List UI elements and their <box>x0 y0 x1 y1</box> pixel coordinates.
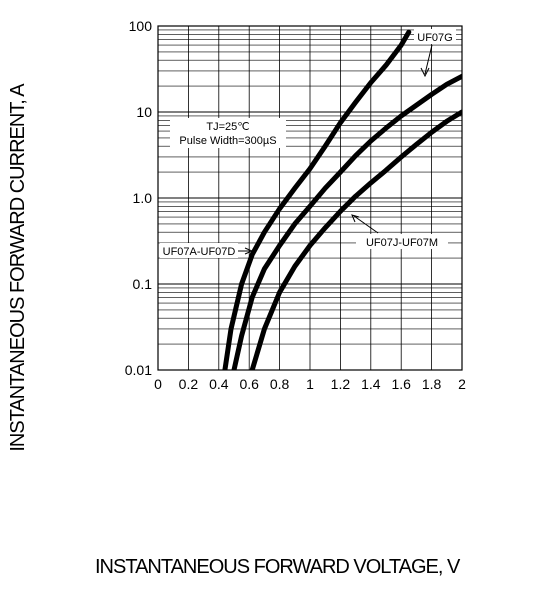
pulse-width-condition: Pulse Width=300µS <box>179 135 276 147</box>
x-tick-label: 2 <box>458 376 466 392</box>
series-label-uf07g: UF07G <box>414 29 456 44</box>
y-axis-label: INSTANTANEOUS FORWARD CURRENT, A <box>7 83 29 452</box>
y-tick-label: 100 <box>129 18 153 34</box>
annotation-arrows <box>238 44 433 255</box>
y-tick-label: 10 <box>136 104 152 120</box>
conditions-box: TJ=25℃ Pulse Width=300µS <box>170 118 286 148</box>
x-tick-label: 0.6 <box>239 376 259 392</box>
y-tick-label: 1.0 <box>133 190 153 206</box>
series-line-uf07g <box>231 73 462 370</box>
x-tick-label: 1.8 <box>422 376 442 392</box>
x-tick-label: 0.8 <box>270 376 290 392</box>
x-axis-label: INSTANTANEOUS FORWARD VOLTAGE, V <box>95 556 460 578</box>
plot-frame <box>157 25 463 371</box>
x-tick-label: 1 <box>306 376 314 392</box>
label-uf07g: UF07G <box>417 32 452 44</box>
series-label-uf07a-uf07d: UF07A-UF07D <box>160 243 238 258</box>
x-tick-label: 0 <box>154 376 162 392</box>
x-tick-label: 1.2 <box>331 376 351 392</box>
label-uf07j-uf07m: UF07J-UF07M <box>366 237 438 249</box>
series-group <box>222 29 462 370</box>
y-tick-label: 0.01 <box>125 362 152 378</box>
y-tick-label: 0.1 <box>133 276 153 292</box>
x-tick-label: 0.4 <box>209 376 229 392</box>
series-line-uf07a-uf07d <box>222 29 412 370</box>
label-uf07a-uf07d: UF07A-UF07D <box>163 246 236 258</box>
temperature-condition: TJ=25℃ <box>206 121 249 133</box>
x-tick-label: 0.2 <box>179 376 199 392</box>
series-label-uf07j-uf07m: UF07J-UF07M <box>356 234 448 249</box>
grid <box>157 26 463 371</box>
x-tick-label: 1.6 <box>391 376 411 392</box>
series-line-uf07j-uf07m <box>249 109 462 370</box>
tick-labels: 0 0.2 0.4 0.6 0.8 1 1.2 1.4 1.6 1.8 2 0.01 0.1 1.0 10 1… <box>125 18 466 392</box>
x-tick-label: 1.4 <box>361 376 381 392</box>
